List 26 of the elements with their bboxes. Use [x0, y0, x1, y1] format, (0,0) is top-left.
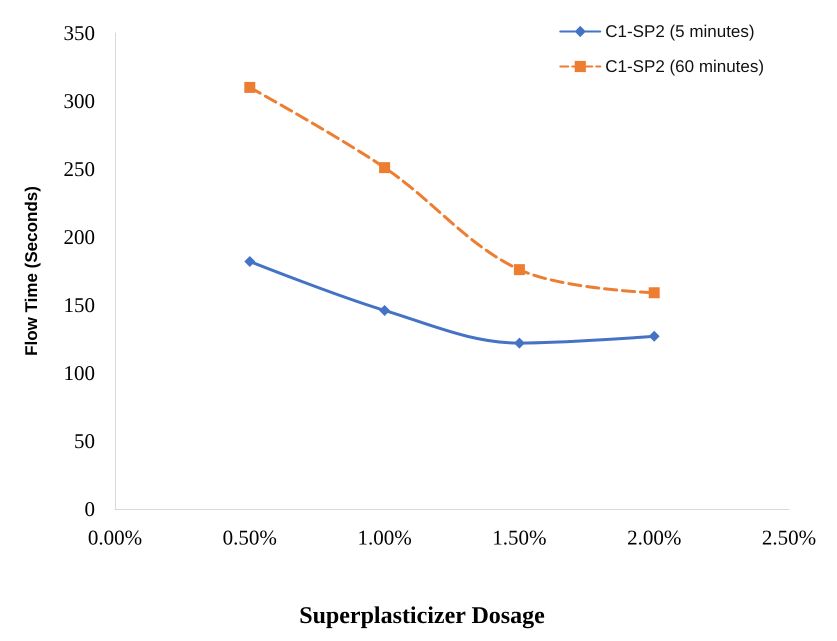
y-tick-label: 100 — [64, 361, 95, 385]
x-axis-title: Superplasticizer Dosage — [299, 603, 546, 629]
y-tick-label: 50 — [74, 429, 95, 453]
point — [514, 264, 525, 276]
legend-label: C1-SP2 (60 minutes) — [605, 57, 764, 76]
point — [648, 330, 660, 342]
y-tick-label: 200 — [64, 225, 95, 249]
point — [244, 256, 256, 267]
y-tick-label: 0 — [84, 497, 95, 521]
point — [379, 162, 390, 174]
y-axis-title: Flow Time (Seconds) — [22, 186, 41, 356]
legend-label: C1-SP2 (5 minutes) — [605, 22, 755, 41]
point — [514, 338, 525, 349]
point — [648, 287, 660, 298]
y-tick-label: 300 — [64, 89, 95, 113]
x-tick-label: 0.50% — [222, 526, 277, 550]
x-tick-label: 0.00% — [88, 526, 142, 550]
point — [379, 304, 390, 316]
y-tick-label: 250 — [64, 157, 95, 181]
y-tick-label: 350 — [64, 21, 95, 45]
x-tick-label: 2.00% — [627, 526, 682, 550]
x-tick-label: 2.50% — [762, 526, 816, 550]
x-tick-label: 1.00% — [357, 526, 412, 550]
y-tick-label: 150 — [64, 293, 95, 317]
point — [244, 82, 256, 93]
x-tick-label: 1.50% — [492, 526, 547, 550]
